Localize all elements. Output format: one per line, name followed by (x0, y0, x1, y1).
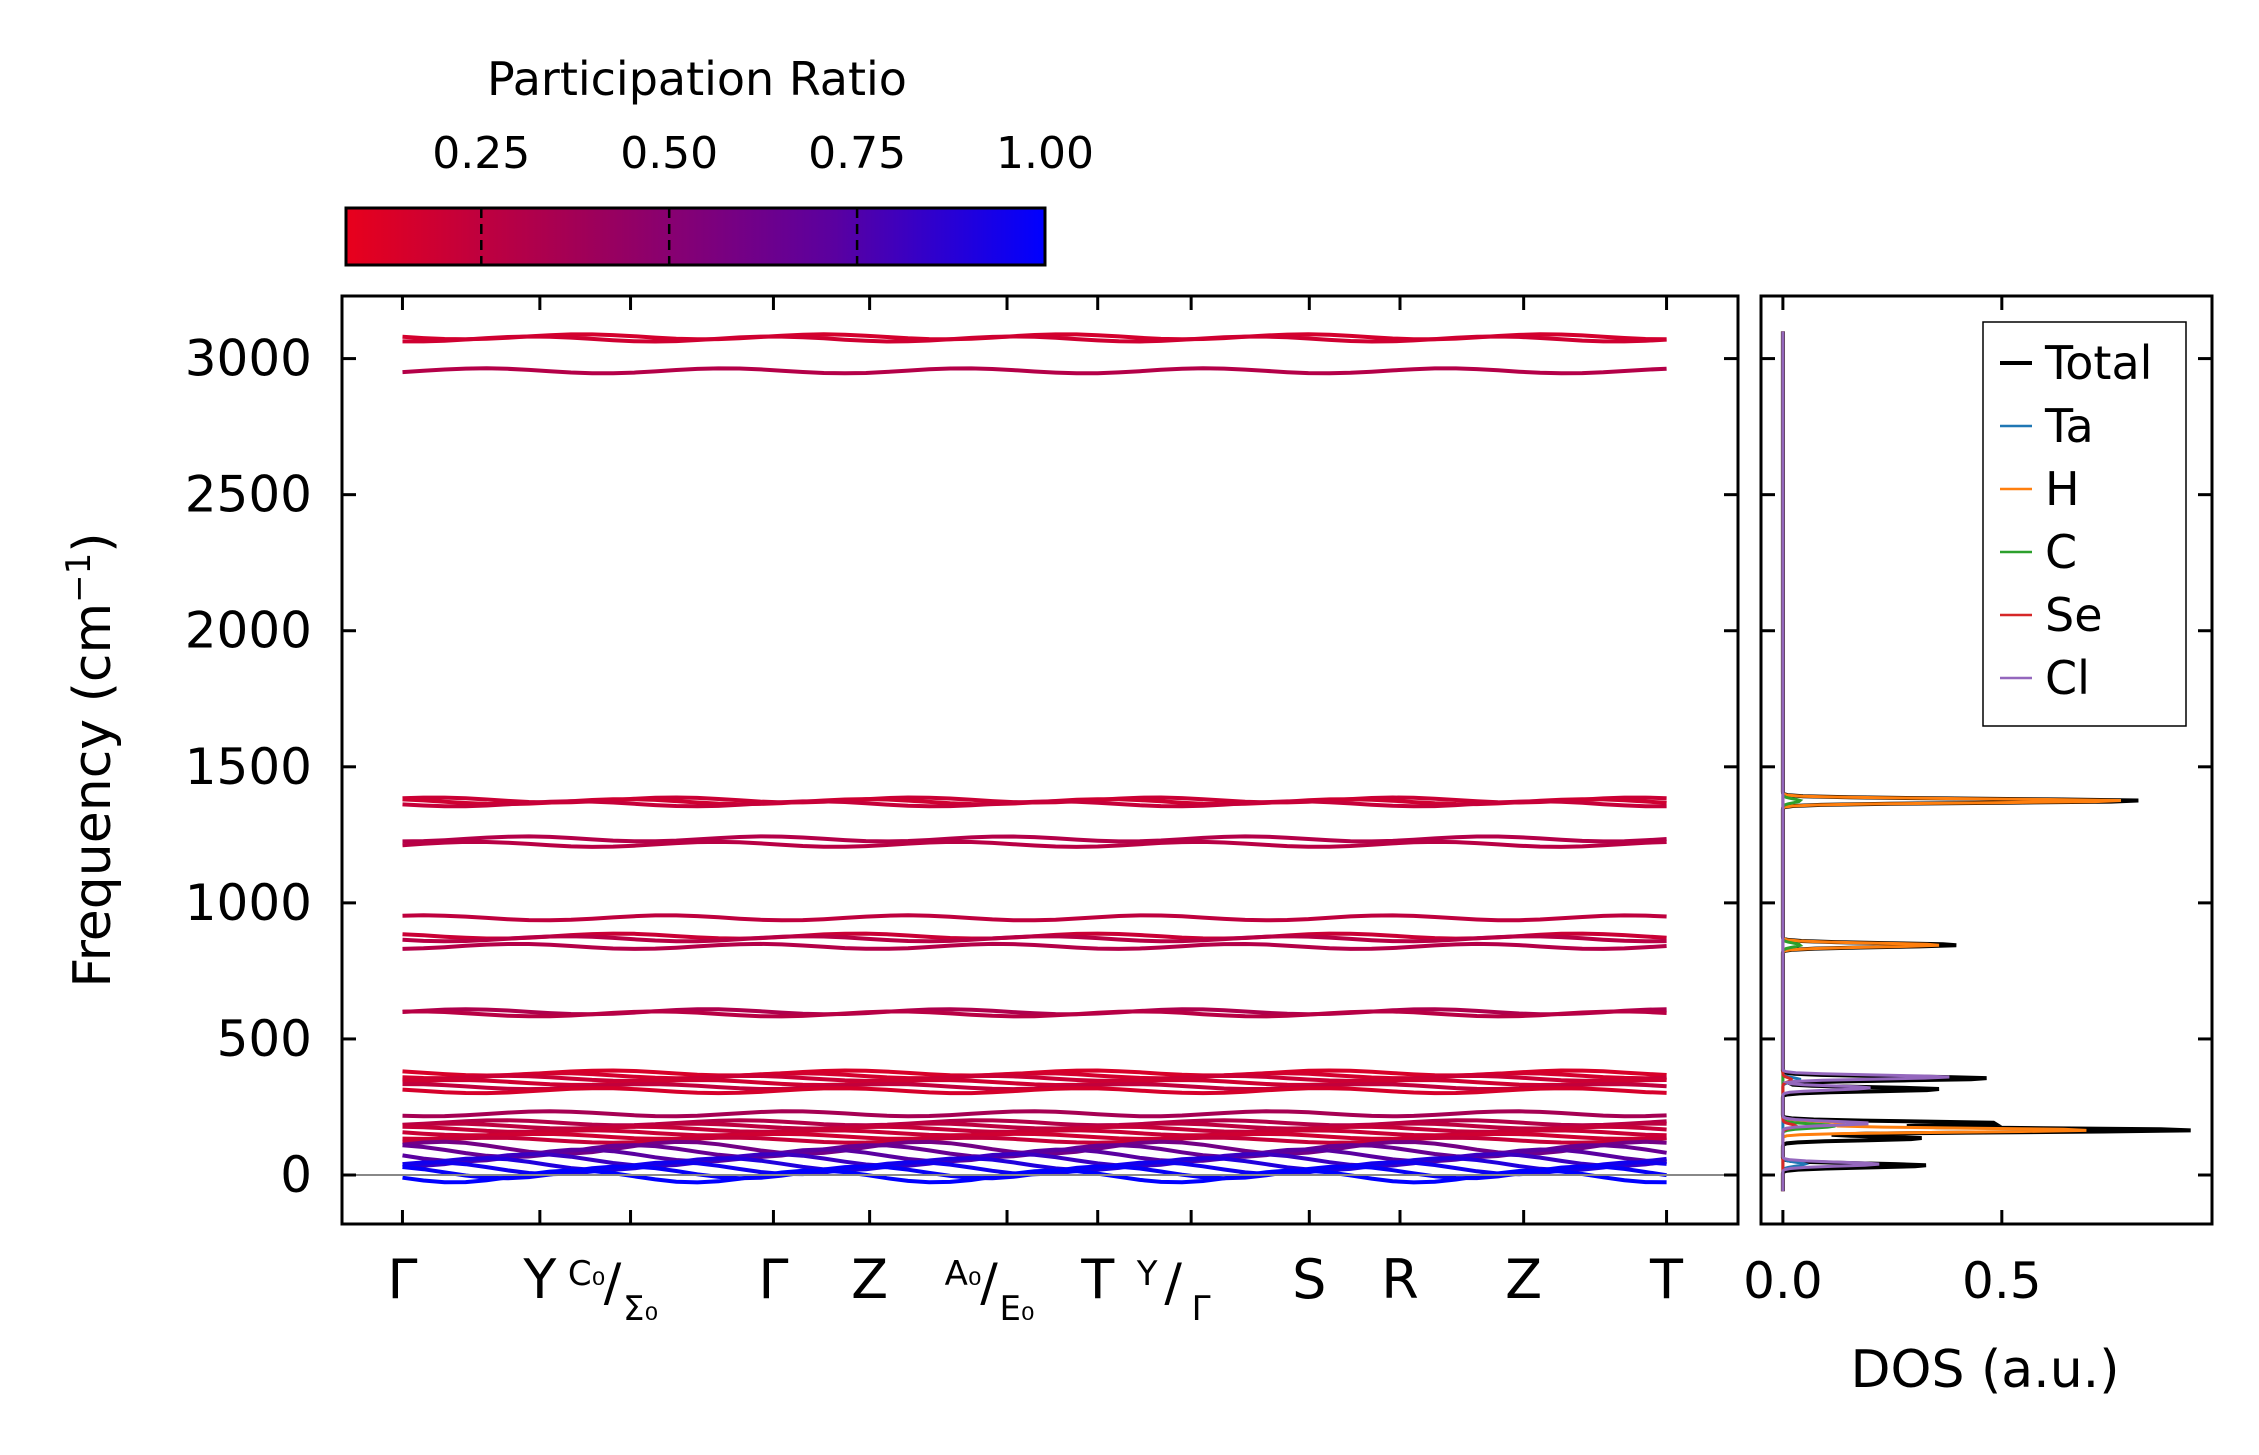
band-x-axis: Γ Y C₀/Σ₀ Γ Z A₀/E₀ T Y / Γ S R Z T (387, 296, 1684, 1329)
kpoint-label: Y (522, 1248, 557, 1311)
kpoint-label-slash: / (980, 1253, 998, 1313)
phonon-band (402, 1168, 1667, 1185)
legend-label: C (2045, 525, 2077, 579)
phonon-band (402, 934, 1667, 944)
kpoint-label: Γ (387, 1248, 417, 1311)
legend-label: Se (2045, 588, 2103, 642)
dos-panel: 0.0 0.5 DOS (a.u.) Total Ta HC Se Cl (1743, 294, 2214, 1400)
kpoint-label-top: A₀ (945, 1254, 982, 1294)
dos-curve-cl (1781, 331, 1950, 1192)
kpoint-label: R (1381, 1248, 1419, 1311)
colorbar-tick-label: 0.25 (432, 128, 530, 179)
y-axis-label: Frequency (cm−1) (59, 532, 123, 987)
phonon-band (402, 913, 1667, 923)
phonon-band (402, 1135, 1667, 1145)
y-tick-label: 2000 (185, 602, 312, 660)
band-lines (402, 332, 1667, 1185)
colorbar-label: Participation Ratio (487, 52, 907, 106)
kpoint-label-slash: / (1164, 1253, 1182, 1313)
dos-x-tick-label: 0.5 (1962, 1252, 2042, 1310)
dos-curves (1780, 331, 2191, 1192)
phonon-band (402, 1086, 1667, 1096)
dos-x-tick-label: 0.0 (1743, 1252, 1823, 1310)
kpoint-label-top: Y (1136, 1254, 1158, 1294)
colorbar-ticks: 0.25 0.50 0.75 1.00 (432, 128, 1094, 265)
kpoint-label: Y / Γ (1136, 1253, 1211, 1329)
kpoint-label: A₀/E₀ (945, 1253, 1035, 1329)
kpoint-label-top: C₀ (568, 1254, 605, 1294)
phonon-band (402, 366, 1667, 376)
kpoint-label-bottom: Σ₀ (623, 1289, 658, 1329)
y-tick-label: 1500 (185, 738, 312, 796)
kpoint-label: Γ (758, 1248, 788, 1311)
y-tick-label: 2500 (185, 466, 312, 524)
phonon-band (402, 799, 1667, 809)
dos-y-axis (1761, 357, 2212, 1177)
kpoint-label: C₀/Σ₀ (568, 1253, 658, 1329)
dos-legend: Total Ta HC Se Cl (1982, 321, 2187, 727)
dos-x-axis: 0.0 0.5 (1743, 296, 2042, 1310)
band-y-axis: 0 500 1000 1500 2000 2500 3000 (185, 330, 1738, 1204)
legend-label: Cl (2045, 651, 2090, 705)
dos-frame (1759, 294, 2214, 1226)
y-tick-label: 3000 (185, 330, 312, 388)
dos-curve-c (1781, 331, 1836, 1192)
dos-x-axis-label: DOS (a.u.) (1851, 1340, 2120, 1400)
y-tick-label: 0 (280, 1146, 312, 1204)
phonon-band (402, 839, 1667, 849)
legend-label: Ta (2044, 399, 2094, 453)
phonon-band (402, 1109, 1667, 1119)
kpoint-label: Z (851, 1248, 888, 1311)
kpoint-label: T (1080, 1248, 1115, 1311)
colorbar-gradient (344, 206, 1047, 267)
phonon-band (402, 941, 1667, 951)
kpoint-label-bottom: Γ (1192, 1289, 1211, 1329)
legend-label: Total (2044, 336, 2152, 390)
phonon-band (402, 834, 1667, 844)
legend-box (1982, 321, 2187, 727)
dos-curve-ta (1781, 331, 1810, 1192)
band-structure-frame (340, 294, 1740, 1226)
colorbar-tick-label: 0.50 (620, 128, 718, 179)
kpoint-label-bottom: E₀ (999, 1289, 1034, 1329)
phonon-band (402, 1073, 1667, 1083)
colorbar-tick-label: 1.00 (996, 128, 1094, 179)
colorbar: Participation Ratio 0.25 0.50 0.75 1.00 (344, 52, 1094, 267)
kpoint-label: Z (1505, 1248, 1542, 1311)
legend-label: H (2045, 462, 2080, 516)
phonon-band (402, 1131, 1667, 1141)
phonon-band (402, 334, 1667, 344)
y-tick-label: 1000 (185, 874, 312, 932)
kpoint-label-slash: / (604, 1253, 622, 1313)
colorbar-tick-label: 0.75 (808, 128, 906, 179)
kpoint-label: T (1649, 1248, 1684, 1311)
phonon-band (402, 1009, 1667, 1019)
kpoint-label: S (1292, 1248, 1326, 1311)
y-tick-label: 500 (217, 1010, 312, 1068)
